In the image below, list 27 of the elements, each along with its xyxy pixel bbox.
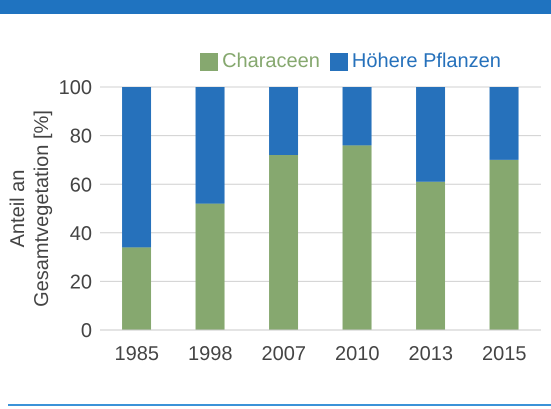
legend-label: Characeen	[222, 50, 320, 72]
bar	[196, 87, 225, 204]
bar	[490, 87, 519, 160]
bar	[269, 87, 298, 156]
x-tick-label: 2010	[335, 343, 380, 366]
bar	[122, 247, 152, 330]
bar	[269, 155, 298, 330]
bar	[342, 87, 372, 146]
x-tick-label: 1998	[188, 343, 232, 366]
bar	[196, 204, 225, 330]
y-axis-title: Anteil an Gesamtvegetation [%]	[7, 110, 53, 307]
bar	[490, 160, 519, 330]
bar	[342, 145, 372, 330]
bar	[122, 87, 152, 248]
y-tick-label: 20	[70, 272, 92, 294]
y-tick-label: 100	[58, 77, 92, 100]
legend-label: Höhere Pflanzen	[352, 50, 501, 72]
y-tick-label: 60	[70, 174, 92, 196]
x-tick-label: 1985	[114, 343, 159, 366]
bar	[416, 87, 446, 182]
bar	[416, 182, 446, 330]
y-tick-label: 40	[70, 222, 92, 245]
y-tick-label: 0	[80, 320, 92, 342]
x-tick-label: 2013	[408, 343, 453, 366]
y-tick-label: 80	[70, 126, 92, 148]
x-tick-label: 2015	[482, 343, 526, 366]
x-tick-label: 2007	[262, 343, 306, 366]
